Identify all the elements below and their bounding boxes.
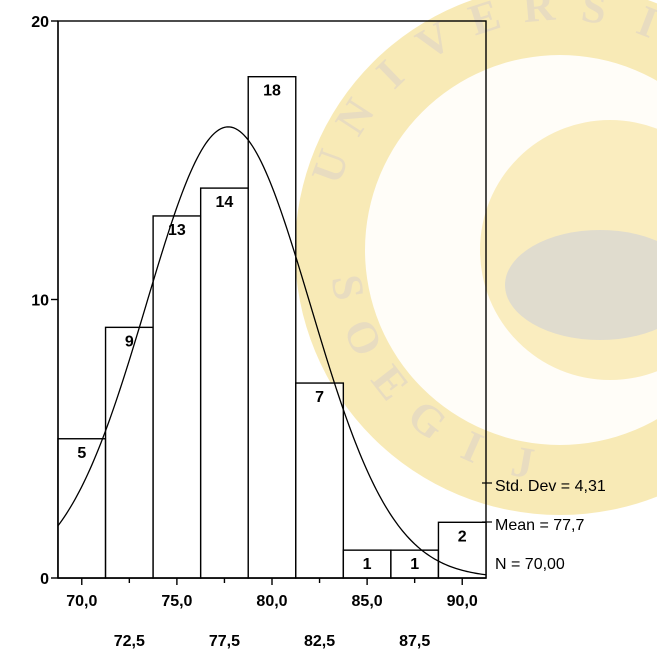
watermark-letter: R: [521, 0, 558, 32]
bar-value-label: 5: [77, 445, 86, 462]
histogram-bar: [295, 382, 345, 579]
y-tick-label: 0: [40, 571, 49, 588]
histogram-bar: [104, 326, 154, 579]
normal-curve: [57, 126, 487, 576]
std-dev-label: Std. Dev = 4,31: [495, 478, 606, 495]
x-tick-label: 87,5: [399, 633, 430, 650]
x-tick-label: 90,0: [447, 593, 478, 610]
histogram-bar: [152, 215, 202, 579]
university-seal-watermark: UNIVERSITSOEGIJ: [295, 0, 657, 515]
bar-value-label: 13: [168, 222, 186, 239]
bar-value-label: 2: [458, 528, 467, 545]
normal-distribution-curve: [57, 126, 487, 576]
statistics-legend: Std. Dev = 4,31 Mean = 77,7 N = 70,00: [482, 478, 606, 573]
x-tick-label: 82,5: [304, 633, 335, 650]
y-tick-label: 10: [31, 293, 49, 310]
x-tick-label: 72,5: [114, 633, 145, 650]
x-axis: 70,0 75,0 80,0 85,0 90,0 72,5 77,5 82,5 87,5: [58, 577, 486, 650]
y-tick-label: 20: [31, 14, 49, 31]
seal-emblem-shape: [505, 230, 657, 340]
bar-value-label: 14: [216, 194, 234, 211]
bar-value-label: 1: [363, 556, 372, 573]
seal-inner-disc: [365, 55, 657, 445]
x-tick-label: 85,0: [352, 593, 383, 610]
histogram-bar: [437, 521, 487, 579]
mean-label: Mean = 77,7: [495, 517, 585, 534]
bar-value-label: 9: [125, 333, 134, 350]
histogram-bars: [57, 75, 487, 579]
x-tick-label: 70,0: [66, 593, 97, 610]
y-axis: 0 10 20: [31, 14, 59, 588]
bar-value-label: 1: [410, 556, 419, 573]
n-label: N = 70,00: [495, 556, 565, 573]
histogram-bar: [247, 75, 297, 579]
x-tick-label: 80,0: [256, 593, 287, 610]
x-tick-label: 75,0: [161, 593, 192, 610]
bar-value-labels: 5 9 13 14 18 7 1 1 2: [77, 83, 466, 573]
x-tick-label: 77,5: [209, 633, 240, 650]
histogram-bar: [390, 549, 440, 579]
bar-value-label: 18: [263, 83, 281, 100]
histogram-bar: [199, 187, 249, 579]
bar-value-label: 7: [315, 389, 324, 406]
